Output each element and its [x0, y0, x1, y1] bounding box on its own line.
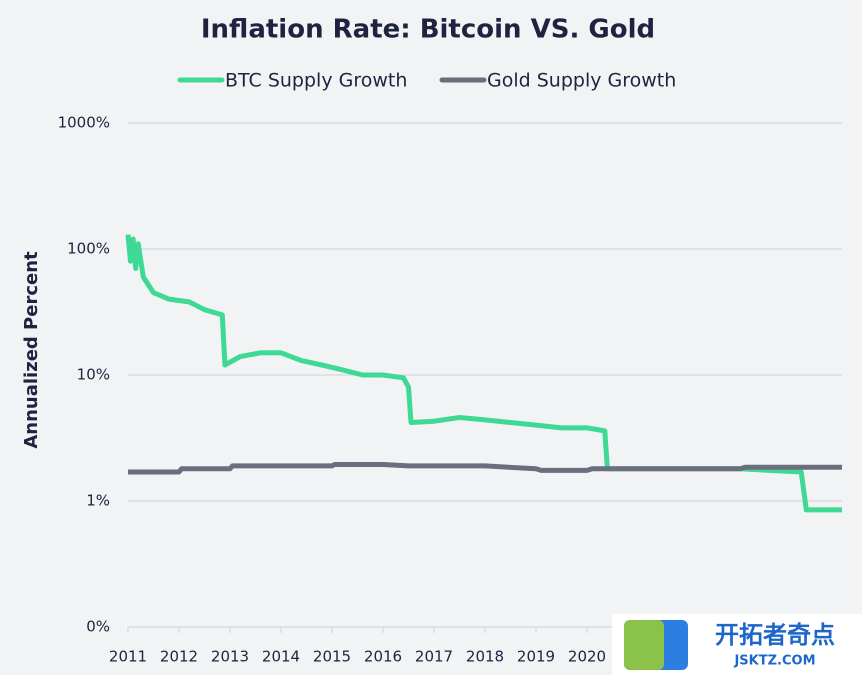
- legend-label: BTC Supply Growth: [225, 70, 407, 92]
- x-tick-label: 2012: [160, 648, 198, 666]
- series-line: [128, 462, 842, 475]
- x-tick-label: 2015: [313, 648, 351, 666]
- x-tick-label: 2018: [466, 648, 504, 666]
- x-tick-label: 2014: [262, 648, 300, 666]
- watermark-logo-part: [624, 620, 664, 670]
- x-tick-label: 2017: [415, 648, 453, 666]
- x-tick-label: 2016: [364, 648, 402, 666]
- y-tick-label: 10%: [77, 366, 110, 384]
- y-tick-label: 0%: [86, 618, 110, 636]
- x-tick-label: 2013: [211, 648, 249, 666]
- x-tick-label: 2011: [109, 648, 147, 666]
- y-tick-label: 100%: [67, 240, 110, 258]
- chart-title: Inflation Rate: Bitcoin VS. Gold: [201, 15, 655, 45]
- x-tick-label: 2020: [568, 648, 606, 666]
- y-tick-label: 1%: [86, 492, 110, 510]
- watermark-name: 开拓者奇点: [715, 621, 835, 649]
- watermark: 开拓者奇点 JSKTZ.COM: [612, 614, 862, 675]
- x-tick-label: 2019: [517, 648, 555, 666]
- y-axis-label: Annualized Percent: [21, 251, 42, 449]
- legend-label: Gold Supply Growth: [487, 70, 676, 92]
- y-tick-label: 1000%: [58, 114, 110, 132]
- series-line: [125, 234, 842, 513]
- watermark-site: JSKTZ.COM: [733, 654, 815, 669]
